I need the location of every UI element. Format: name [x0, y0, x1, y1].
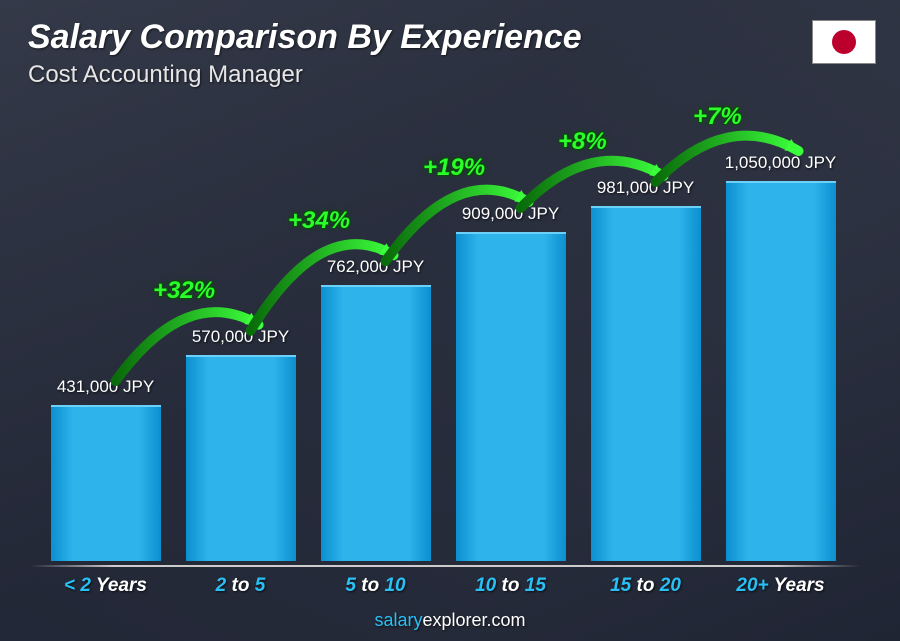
bar-slot: 570,000 JPY — [181, 327, 301, 561]
x-axis-labels: < 2 Years 2 to 5 5 to 10 10 to 15 15 to 20 20… — [38, 575, 848, 597]
x-axis-label: 15 to 20 — [586, 575, 706, 597]
infographic-container: Salary Comparison By Experience Cost Acc… — [0, 0, 900, 641]
bar-slot: 909,000 JPY — [451, 204, 571, 561]
bar — [456, 232, 566, 561]
x-axis-label: 2 to 5 — [181, 575, 301, 597]
footer-left: salary — [374, 610, 422, 630]
bar — [321, 285, 431, 561]
bar-chart: 431,000 JPY 570,000 JPY 762,000 JPY 909,000… — [38, 141, 848, 561]
bar-value-label: 570,000 JPY — [192, 327, 289, 347]
main-title: Salary Comparison By Experience — [28, 18, 582, 57]
bar-value-label: 909,000 JPY — [462, 204, 559, 224]
x-axis-label: < 2 Years — [46, 575, 166, 597]
bar-slot: 762,000 JPY — [316, 257, 436, 561]
x-axis-divider — [30, 565, 860, 567]
bar — [726, 181, 836, 561]
flag-disc-icon — [832, 30, 856, 54]
subtitle: Cost Accounting Manager — [28, 61, 582, 89]
bar-value-label: 431,000 JPY — [57, 377, 154, 397]
title-block: Salary Comparison By Experience Cost Acc… — [28, 18, 582, 89]
growth-percent-label: +19% — [423, 154, 485, 182]
bar-slot: 431,000 JPY — [46, 377, 166, 561]
growth-percent-label: +8% — [558, 128, 607, 156]
country-flag-japan — [812, 20, 876, 64]
bar-slot: 981,000 JPY — [586, 178, 706, 561]
footer-brand: salaryexplorer.com — [0, 610, 900, 631]
bar-slot: 1,050,000 JPY — [721, 153, 841, 561]
growth-percent-label: +34% — [288, 207, 350, 235]
bar-value-label: 981,000 JPY — [597, 178, 694, 198]
x-axis-label: 20+ Years — [721, 575, 841, 597]
growth-percent-label: +32% — [153, 277, 215, 305]
x-axis-label: 10 to 15 — [451, 575, 571, 597]
x-axis-label: 5 to 10 — [316, 575, 436, 597]
bar — [591, 206, 701, 561]
bar-value-label: 762,000 JPY — [327, 257, 424, 277]
bar-value-label: 1,050,000 JPY — [725, 153, 837, 173]
bar — [51, 405, 161, 561]
footer-right: explorer — [422, 610, 486, 630]
growth-percent-label: +7% — [693, 103, 742, 131]
bar — [186, 355, 296, 561]
footer-suffix: .com — [487, 610, 526, 630]
